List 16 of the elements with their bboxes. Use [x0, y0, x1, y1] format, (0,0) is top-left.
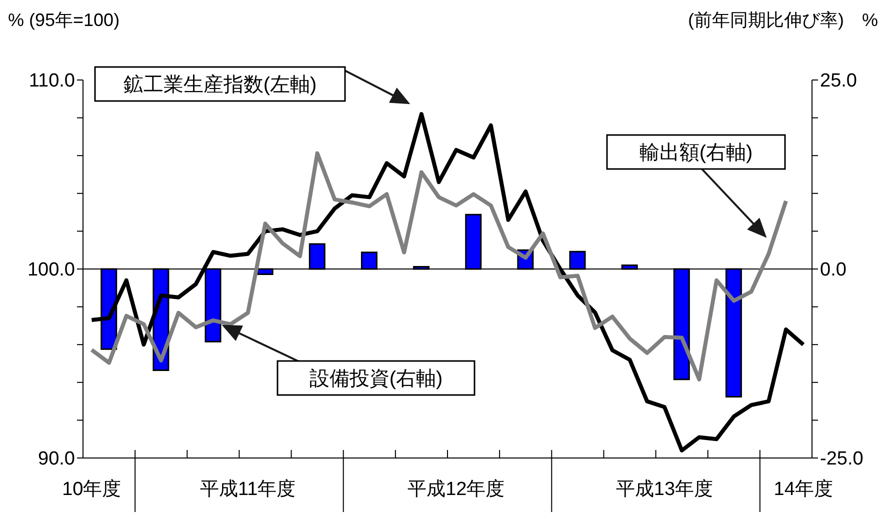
y2-tick-label: 0.0 — [820, 260, 846, 281]
x-tick-label: 平成12年度 — [408, 478, 505, 500]
y-axis-title: % (95年=100) — [8, 10, 120, 30]
y-tick-label: 90.0 — [38, 448, 75, 470]
y2-tick-label: 25.0 — [820, 70, 857, 92]
x-tick-label: 14年度 — [774, 478, 833, 500]
y-tick-label: 100.0 — [27, 260, 75, 281]
y-tick-label: 110.0 — [28, 70, 75, 92]
x-tick-label: 平成11年度 — [200, 478, 296, 500]
x-tick-label: 平成13年度 — [616, 478, 714, 500]
text: 設備投資(右軸) — [309, 368, 443, 390]
y2-axis-title: (前年同期比伸び率) % — [688, 10, 878, 30]
text: 輸出額(右軸) — [639, 142, 753, 164]
x-tick-label: 10年度 — [62, 478, 122, 500]
y2-tick-label: -25.0 — [820, 448, 864, 470]
text: 鉱工業生産指数(左軸) — [123, 74, 317, 96]
